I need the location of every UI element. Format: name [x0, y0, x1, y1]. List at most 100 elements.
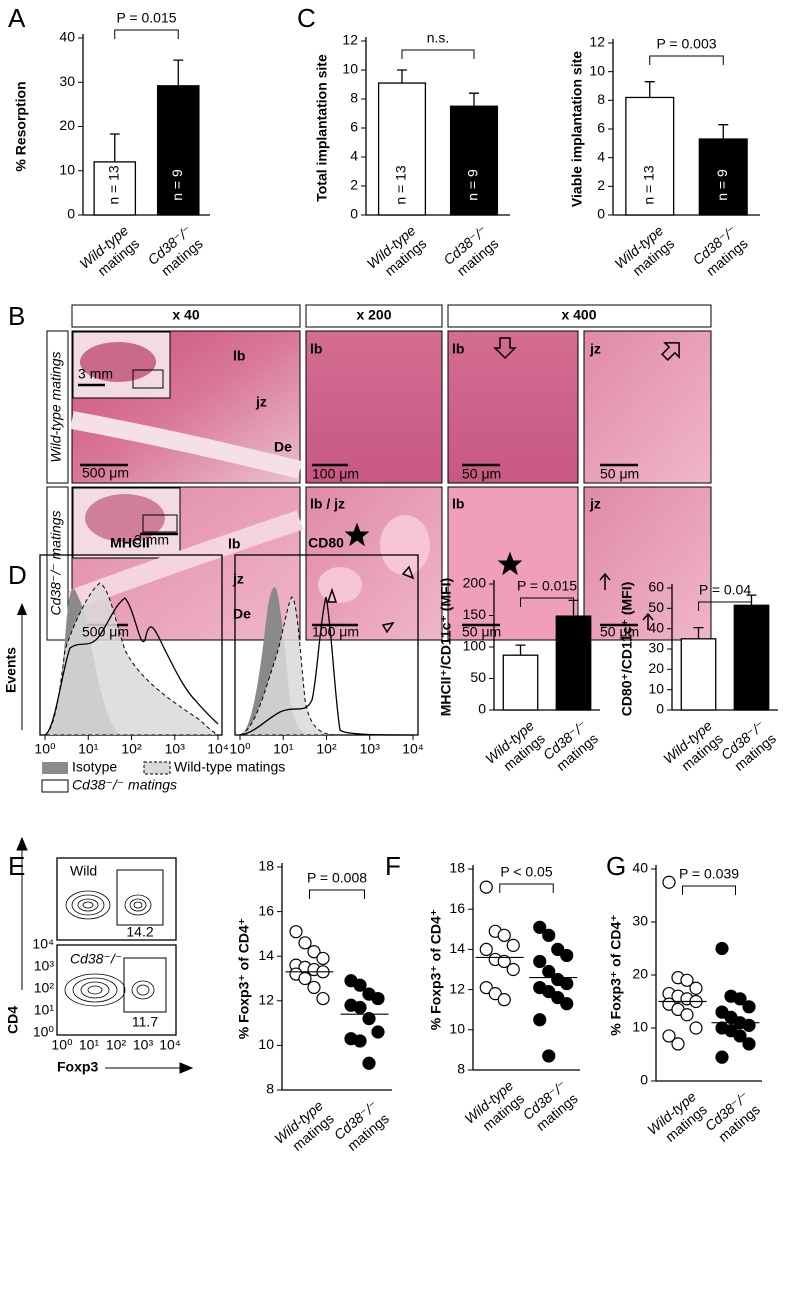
point [533, 920, 547, 934]
x-tick-label: 10⁴ [402, 741, 424, 757]
point [715, 941, 729, 956]
image-label: 100 μm [312, 466, 359, 482]
y-tick-label: 60 [648, 579, 664, 595]
y-tick-label: 8 [350, 90, 358, 106]
x-tick-label: Cd38⁻/⁻ matings [717, 717, 779, 776]
y-tick-label: 0 [640, 1072, 648, 1088]
x-tick-label: Wild-type matings [611, 222, 677, 285]
point [497, 928, 511, 942]
y-tick-label: 12 [589, 34, 605, 50]
bar [555, 615, 592, 711]
sample-label: Cd38⁻/⁻ [70, 951, 122, 967]
y-tick-label: 0 [350, 206, 358, 222]
legend-label: Wild-type matings [174, 759, 285, 775]
x-tick-label: 10⁰ [51, 1037, 73, 1053]
point [479, 942, 493, 957]
point [733, 1029, 747, 1043]
bracket [520, 597, 574, 607]
point [289, 925, 303, 939]
x-tick-label: 10¹ [79, 1037, 100, 1053]
bracket [309, 889, 365, 899]
micrograph [305, 330, 443, 484]
inset-tissue [85, 494, 165, 542]
y-tick-label: 100 [463, 638, 487, 654]
row-box [46, 486, 69, 641]
point [479, 980, 493, 995]
bar-label: n = 13 [640, 165, 656, 205]
y-tick-label: 0 [597, 206, 605, 222]
point [742, 1000, 756, 1014]
y-tick-label: 10 [258, 1036, 274, 1052]
x-tick-label: Wild-type matings [482, 717, 548, 780]
point [362, 1012, 376, 1026]
y-tick-label: 8 [266, 1081, 274, 1097]
axis-arrow [179, 1062, 194, 1074]
error-bar [173, 59, 184, 86]
y-tick-label: 12 [449, 980, 465, 996]
y-tick-label: 10¹ [34, 1002, 55, 1018]
x-tick-label: Wild-type matings [271, 1097, 337, 1160]
star [344, 522, 370, 547]
wild-type-curve [239, 596, 336, 736]
image-label: jz [255, 394, 267, 410]
y-tick-label: 6 [597, 120, 605, 136]
error-bar [515, 644, 526, 656]
point [353, 978, 367, 992]
point [689, 1021, 703, 1035]
bracket [499, 883, 554, 893]
arrowheads [326, 565, 415, 634]
annotation: P < 0.05 [500, 864, 553, 880]
legend-label: Cd38⁻/⁻ matings [72, 777, 177, 793]
image-label: 500 μm [82, 624, 129, 640]
image-label: 50 μm [462, 466, 501, 482]
x-tick-label: 10⁰ [229, 741, 251, 757]
x-tick-label: 10³ [133, 1037, 154, 1053]
annotation: P = 0.015 [116, 10, 176, 26]
arrow [493, 337, 517, 360]
x-tick-label: Wild-type matings [363, 222, 429, 285]
image-label: 50 μm [600, 624, 639, 640]
x-tick-label: Cd38⁻/⁻ matings [701, 1088, 763, 1147]
y-tick-label: 6 [350, 119, 358, 135]
bar [449, 105, 499, 216]
image-label: lb / jz [310, 496, 345, 512]
bracket [649, 55, 724, 65]
point [298, 936, 312, 950]
point [715, 1050, 729, 1064]
y-tick-label: 50 [470, 669, 486, 685]
y-axis-label: % Foxp3⁺ of CD4⁺ [428, 909, 444, 1030]
point [488, 987, 502, 1001]
image-label: lb [310, 341, 322, 357]
tissue [380, 515, 430, 575]
point [479, 880, 493, 894]
y-tick-label: 18 [258, 858, 274, 874]
gate-percent: 11.7 [132, 1014, 158, 1030]
inset-tissue [80, 342, 156, 382]
y-tick-label: 0 [656, 701, 664, 717]
image-label: 50 μm [600, 466, 639, 482]
y-tick-label: 0 [67, 206, 75, 222]
image-label: 50 μm [462, 624, 501, 640]
panel-label: A [8, 3, 26, 33]
y-tick-label: 8 [597, 91, 605, 107]
y-tick-label: 10⁴ [32, 936, 54, 952]
point [733, 992, 747, 1006]
x-tick-label: Wild-type matings [644, 1088, 710, 1151]
y-tick-label: 16 [449, 900, 465, 916]
row-box [46, 330, 69, 484]
bar [377, 82, 427, 216]
x-tick-label: 10³ [165, 741, 186, 757]
panel-label: D [8, 560, 27, 590]
point [742, 1037, 756, 1051]
annotation: P = 0.04 [699, 582, 752, 598]
header-box [305, 304, 443, 328]
flow-title: MHCII [110, 535, 150, 551]
point [742, 1018, 756, 1032]
row-label: Wild-type matings [48, 351, 64, 462]
y-tick-label: 10 [59, 161, 75, 177]
point [689, 981, 703, 995]
y-tick-label: 40 [648, 619, 664, 635]
panel-label: C [297, 3, 316, 33]
